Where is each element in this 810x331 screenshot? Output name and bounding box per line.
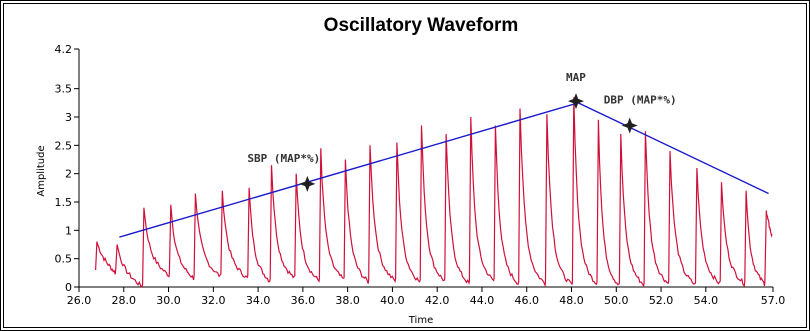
x-tick-label: 28.0 (112, 294, 137, 307)
y-tick-label: 3 (65, 111, 72, 124)
annotation-label: DBP (MAP*%) (604, 94, 677, 107)
x-tick-label: 57.0 (761, 294, 786, 307)
annotation-marker-1 (567, 93, 584, 110)
y-tick-label: 2.5 (55, 139, 73, 152)
y-tick-label: 0 (65, 281, 72, 294)
x-tick-label: 52.0 (649, 294, 674, 307)
y-axis-label: Amplitude (36, 145, 47, 196)
x-tick-label: 50.0 (604, 294, 629, 307)
y-tick-label: 1 (65, 224, 72, 237)
annotation-label: MAP (566, 71, 586, 84)
chart-title: Oscillatory Waveform (324, 15, 519, 36)
x-axis-label: Time (408, 315, 433, 326)
oscillation-series-line (95, 97, 773, 289)
x-tick-label: 32.0 (201, 294, 226, 307)
x-tick-label: 46.0 (514, 294, 539, 307)
x-tick-label: 54.0 (694, 294, 719, 307)
x-tick-label: 30.0 (156, 294, 181, 307)
y-tick-label: 3.5 (55, 83, 73, 96)
x-tick-label: 42.0 (425, 294, 450, 307)
x-tick-label: 34.0 (246, 294, 271, 307)
x-tick-label: 48.0 (559, 294, 584, 307)
x-tick-label: 36.0 (291, 294, 316, 307)
annotation-label: SBP (MAP*%) (247, 152, 320, 165)
y-tick-label: 1.5 (55, 196, 73, 209)
y-tick-label: 2 (65, 168, 72, 181)
y-tick-label: 0.5 (55, 253, 73, 266)
x-tick-label: 44.0 (470, 294, 495, 307)
annotation-marker-2 (621, 117, 638, 134)
x-tick-label: 40.0 (380, 294, 405, 307)
x-tick-label: 26.0 (67, 294, 92, 307)
y-tick-label: 4.2 (55, 43, 73, 56)
x-tick-label: 38.0 (335, 294, 360, 307)
annotation-marker-0 (299, 175, 316, 192)
